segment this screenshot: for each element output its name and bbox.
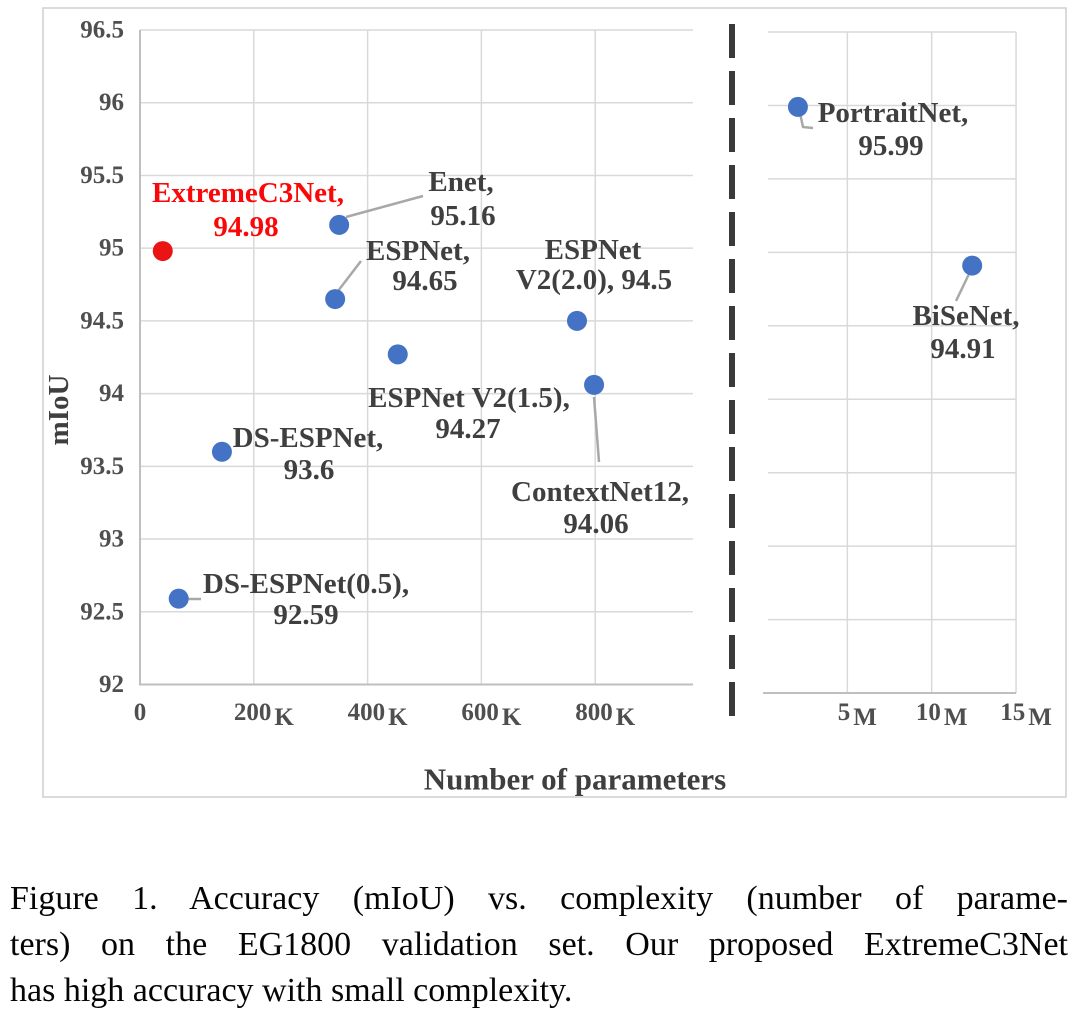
leader-line-enet bbox=[345, 194, 424, 219]
data-label-espnet-line2: 94.65 bbox=[392, 265, 457, 297]
data-label-ds-espnet-0-5-line2: 92.59 bbox=[273, 599, 338, 631]
figure-1-chart-panel: 0 200 K 400 K 600 K 800 K 5 M 10 M 15 M 92 92.5 93 93.5 94 9… bbox=[42, 7, 1067, 798]
data-point-ds-espnet bbox=[211, 441, 232, 462]
data-label-bisenet-line1: BiSeNet, bbox=[912, 300, 1019, 332]
data-label-portraitnet-line2: 95.99 bbox=[858, 130, 923, 162]
data-label-espnet-v2-2-0-line2: V2(2.0), 94.5 bbox=[516, 264, 672, 296]
leader-line-espnet bbox=[337, 260, 362, 292]
caption-line-2: ters) on the EG1800 validation set. Our … bbox=[10, 926, 1068, 963]
data-label-extremec3net-line2: 94.98 bbox=[213, 211, 278, 243]
data-point-espnet bbox=[325, 289, 346, 310]
caption-line-1: Figure 1. Accuracy (mIoU) vs. complexity… bbox=[10, 880, 1068, 917]
data-label-contextnet12-line1: ContextNet12, bbox=[511, 476, 689, 508]
x-tick-label-left-panel: 800 K bbox=[575, 699, 636, 731]
leader-line-bisenet bbox=[954, 273, 971, 302]
data-point-espnet-v2-2-0 bbox=[566, 310, 587, 331]
data-point-bisenet bbox=[962, 255, 983, 276]
x-tick-label-left-panel: 400 K bbox=[348, 699, 409, 731]
data-point-contextnet12 bbox=[584, 374, 605, 395]
data-label-portraitnet-line1: PortraitNet, bbox=[818, 97, 969, 129]
data-label-contextnet12-line2: 94.06 bbox=[563, 508, 628, 540]
data-label-ds-espnet-line1: DS-ESPNet, bbox=[233, 422, 384, 454]
y-tick-label: 92.5 bbox=[80, 598, 124, 625]
caption-line-3: has high accuracy with small complexity. bbox=[10, 972, 573, 1009]
y-tick-label: 96 bbox=[99, 89, 124, 116]
data-point-ds-espnet-0-5 bbox=[168, 588, 189, 609]
x-tick-label-right-panel: 15 M bbox=[1000, 699, 1052, 731]
y-tick-label: 92 bbox=[99, 671, 124, 698]
y-tick-label: 93.5 bbox=[80, 453, 124, 480]
y-axis-title: mIoU bbox=[43, 375, 75, 446]
leader-line-contextnet12 bbox=[592, 396, 601, 463]
data-point-portraitnet bbox=[787, 96, 808, 117]
x-tick-label-left-panel: 0 bbox=[134, 699, 147, 726]
x-tick-label-left-panel: 200 K bbox=[234, 699, 295, 731]
leader-line-portraitnet bbox=[798, 112, 814, 130]
data-label-extremec3net-line1: ExtremeC3Net, bbox=[152, 177, 344, 209]
scatter-chart: 0 200 K 400 K 600 K 800 K 5 M 10 M 15 M 92 92.5 93 93.5 94 9… bbox=[42, 7, 1067, 798]
y-tick-label: 95.5 bbox=[80, 162, 124, 189]
y-tick-label: 95 bbox=[99, 235, 124, 262]
data-point-extremec3net bbox=[152, 241, 173, 262]
x-tick-label-right-panel: 10 M bbox=[916, 699, 968, 731]
data-point-espnet-v2-1-5 bbox=[387, 344, 408, 365]
figure-border bbox=[42, 7, 1067, 798]
data-label-espnet-line1: ESPNet, bbox=[366, 235, 470, 267]
data-label-ds-espnet-0-5-line1: DS-ESPNet(0.5), bbox=[203, 568, 409, 600]
data-point-enet bbox=[329, 214, 350, 235]
figure-caption: Figure 1. Accuracy (mIoU) vs. complexity… bbox=[10, 876, 1068, 1014]
data-label-enet-line2: 95.16 bbox=[430, 200, 495, 232]
x-tick-label-left-panel: 600 K bbox=[461, 699, 522, 731]
x-axis-title: Number of parameters bbox=[424, 762, 726, 797]
y-tick-label: 94.5 bbox=[80, 307, 124, 334]
y-tick-label: 94 bbox=[99, 380, 125, 407]
data-label-bisenet-line2: 94.91 bbox=[930, 333, 995, 365]
data-label-espnet-v2-1-5-line1: ESPNet V2(1.5), bbox=[368, 382, 570, 414]
y-tick-label: 96.5 bbox=[80, 17, 124, 44]
data-label-enet-line1: Enet, bbox=[428, 166, 493, 198]
data-label-espnet-v2-2-0-line1: ESPNet bbox=[545, 234, 642, 266]
data-label-ds-espnet-line2: 93.6 bbox=[284, 454, 335, 486]
data-label-espnet-v2-1-5-line2: 94.27 bbox=[435, 413, 500, 445]
y-tick-label: 93 bbox=[99, 526, 124, 553]
